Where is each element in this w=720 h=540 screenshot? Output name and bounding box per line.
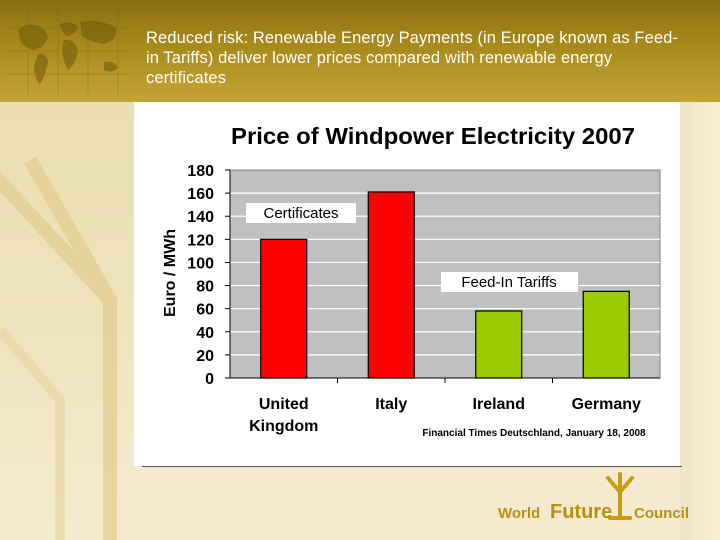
y-tick-label: 160 [187, 186, 214, 203]
feed-in-annotation: Feed-In Tariffs [441, 272, 578, 292]
x-axis-labels: United Kingdom Italy Ireland Germany [249, 378, 641, 435]
feed-in-label: Feed-In Tariffs [461, 274, 556, 291]
x-tick-label: Kingdom [249, 418, 318, 435]
y-tick-label: 180 [187, 163, 214, 180]
bar-chart: Price of Windpower Electricity 2007 Euro… [162, 123, 661, 439]
x-tick-label: Italy [375, 396, 407, 413]
slide-divider [142, 466, 682, 467]
certificates-box [246, 203, 356, 223]
slide-title: Reduced risk: Renewable Energy Payments … [146, 29, 679, 87]
world-future-council-logo: World Future Council [498, 472, 689, 523]
x-tick-label: United [259, 396, 309, 413]
bar [475, 310, 523, 379]
bar [582, 290, 630, 379]
right-decor-panel [680, 102, 720, 540]
x-tick-label: Germany [572, 396, 641, 413]
chart-title: Price of Windpower Electricity 2007 [231, 123, 635, 149]
x-tick-label: Ireland [473, 396, 525, 413]
y-tick-label: 120 [187, 232, 214, 249]
y-tick-label: 100 [187, 255, 214, 272]
logo-word-council: Council [634, 505, 689, 522]
slide-header: Reduced risk: Renewable Energy Payments … [0, 0, 720, 102]
world-map-icon [8, 8, 128, 94]
source-note: Financial Times Deutschland, January 18,… [422, 428, 646, 439]
logo-word-world: World [498, 505, 540, 522]
logo-word-future: Future [550, 501, 612, 523]
y-tick-label: 140 [187, 209, 214, 226]
y-tick-label: 20 [196, 348, 214, 365]
y-axis-label: Euro / MWh [162, 229, 179, 317]
logo-arrow-icon [606, 472, 634, 520]
y-tick-label: 80 [196, 279, 214, 296]
y-tick-label: 40 [196, 325, 214, 342]
bars [260, 191, 630, 379]
bar [260, 238, 308, 379]
y-tick-label: 0 [205, 371, 214, 388]
certificates-annotation: Certificates [246, 203, 356, 223]
bar [367, 191, 415, 379]
certificates-label: Certificates [263, 205, 338, 222]
y-axis-ticks: 0 20 40 60 80 100 120 140 160 180 [187, 163, 230, 388]
feed-in-box [441, 272, 578, 292]
y-tick-label: 60 [196, 302, 214, 319]
arrow-decoration-icon [0, 156, 117, 540]
